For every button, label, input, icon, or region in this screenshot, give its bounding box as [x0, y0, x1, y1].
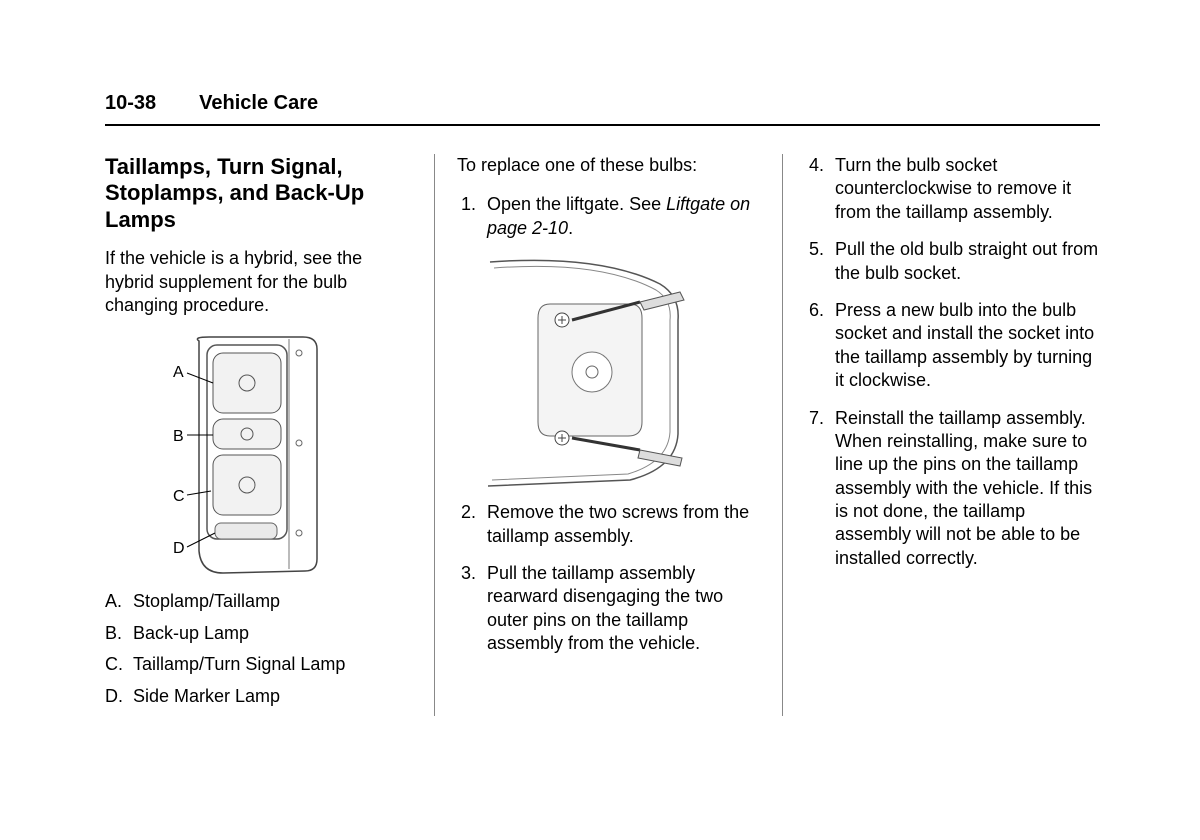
steps-list-1: Open the liftgate. See Liftgate on page …	[457, 193, 752, 240]
step-text: Turn the bulb socket counterclockwise to…	[835, 155, 1071, 222]
step-text: Remove the two screws from the taillamp …	[487, 502, 749, 545]
legend-item: D. Side Marker Lamp	[105, 685, 400, 708]
step-text-pre: Open the liftgate. See	[487, 194, 666, 214]
step-item: Open the liftgate. See Liftgate on page …	[457, 193, 752, 240]
diagram-label-c: C	[173, 488, 185, 505]
step-text: Press a new bulb into the bulb socket an…	[835, 300, 1094, 390]
diagram-label-d: D	[173, 540, 185, 557]
step-text: Pull the taillamp assembly rearward dise…	[487, 563, 723, 653]
legend-label: Stoplamp/Taillamp	[133, 590, 280, 613]
step-text-post: .	[568, 218, 573, 238]
taillamp-figure-svg: A B C D	[153, 333, 353, 578]
step-item: Remove the two screws from the taillamp …	[457, 501, 752, 548]
step-item: Pull the old bulb straight out from the …	[805, 238, 1100, 285]
legend-key: D.	[105, 685, 133, 708]
lead-sentence: To replace one of these bulbs:	[457, 154, 752, 177]
legend-key: B.	[105, 622, 133, 645]
legend-label: Taillamp/Turn Signal Lamp	[133, 653, 345, 676]
intro-paragraph: If the vehicle is a hybrid, see the hybr…	[105, 247, 400, 317]
column-1: Taillamps, Turn Signal, Stoplamps, and B…	[105, 154, 404, 716]
legend-item: A. Stoplamp/Taillamp	[105, 590, 400, 613]
legend-item: B. Back-up Lamp	[105, 622, 400, 645]
step-item: Pull the taillamp assembly rearward dise…	[457, 562, 752, 656]
content-columns: Taillamps, Turn Signal, Stoplamps, and B…	[105, 154, 1100, 716]
diagram-label-b: B	[173, 428, 184, 445]
legend-label: Back-up Lamp	[133, 622, 249, 645]
screw-removal-diagram	[457, 254, 752, 489]
step-text: Reinstall the taillamp assembly. When re…	[835, 408, 1092, 568]
topic-heading: Taillamps, Turn Signal, Stoplamps, and B…	[105, 154, 400, 233]
step-item: Press a new bulb into the bulb socket an…	[805, 299, 1100, 393]
steps-list-2: Turn the bulb socket counterclockwise to…	[805, 154, 1100, 570]
step-item: Reinstall the taillamp assembly. When re…	[805, 407, 1100, 571]
diagram-legend: A. Stoplamp/Taillamp B. Back-up Lamp C. …	[105, 590, 400, 708]
legend-item: C. Taillamp/Turn Signal Lamp	[105, 653, 400, 676]
legend-key: C.	[105, 653, 133, 676]
page-header: 10-38 Vehicle Care	[105, 90, 1100, 126]
page-number: 10-38	[105, 92, 156, 114]
diagram-label-a: A	[173, 364, 184, 381]
column-2: To replace one of these bulbs: Open the …	[434, 154, 752, 716]
steps-list-1b: Remove the two screws from the taillamp …	[457, 501, 752, 655]
legend-label: Side Marker Lamp	[133, 685, 280, 708]
column-3: Turn the bulb socket counterclockwise to…	[782, 154, 1100, 716]
step-item: Turn the bulb socket counterclockwise to…	[805, 154, 1100, 224]
step-text: Pull the old bulb straight out from the …	[835, 239, 1098, 282]
taillamp-diagram: A B C D	[105, 333, 400, 578]
legend-key: A.	[105, 590, 133, 613]
section-title: Vehicle Care	[199, 92, 318, 114]
screw-figure-svg	[480, 254, 730, 489]
